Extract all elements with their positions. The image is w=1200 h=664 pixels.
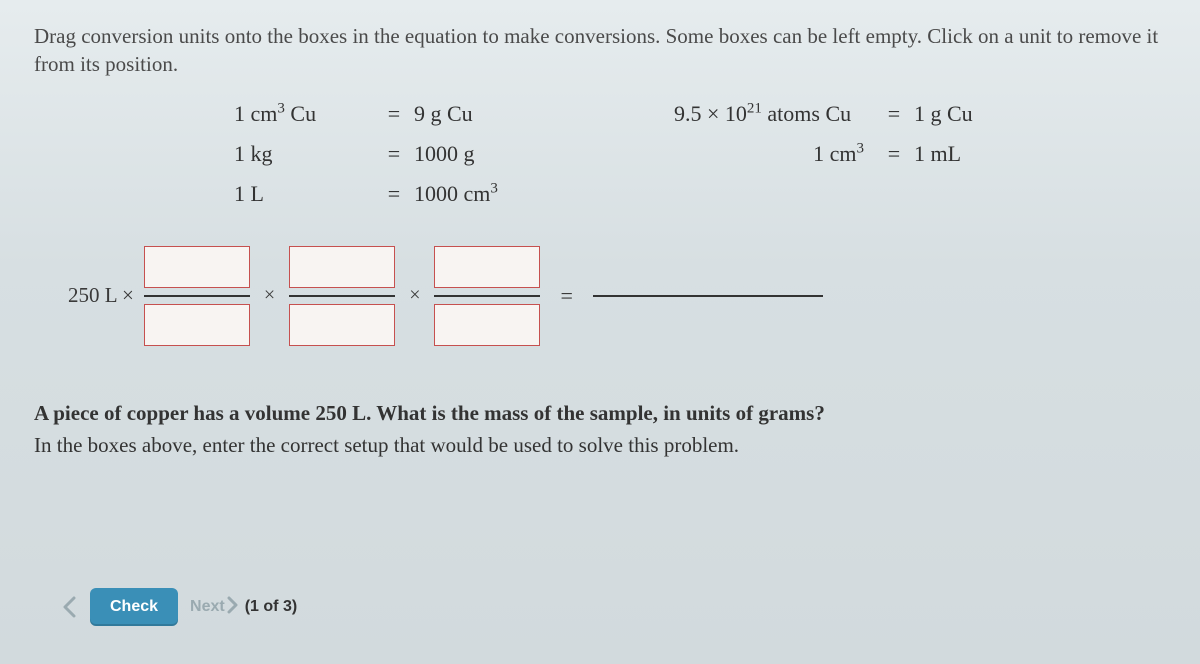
equals-sign: = <box>874 141 914 167</box>
fraction-bar <box>289 295 395 297</box>
next-label: Next <box>190 598 225 616</box>
equation-row: 250 L × × × = <box>68 241 1166 351</box>
conversion-unit[interactable]: 9 g Cu <box>414 101 564 127</box>
equals-sign: = <box>374 141 414 167</box>
multiply-sign: × <box>264 284 275 307</box>
step-counter: (1 of 3) <box>245 598 297 616</box>
equals-sign: = <box>560 283 572 309</box>
conversion-unit[interactable]: 1 kg <box>234 141 374 167</box>
prev-button[interactable] <box>56 588 82 626</box>
conversion-unit[interactable]: 1 L <box>234 181 374 207</box>
drop-target-denominator[interactable] <box>144 304 250 346</box>
question-text: A piece of copper has a volume 250 L. Wh… <box>34 397 1166 430</box>
conversion-row: 1 cm3 Cu = 9 g Cu 9.5 × 1021 atoms Cu = … <box>234 101 1166 127</box>
equals-sign: = <box>374 181 414 207</box>
check-button[interactable]: Check <box>90 588 178 626</box>
equals-sign: = <box>874 101 914 127</box>
conversion-unit[interactable]: 1 cm3 <box>674 141 874 167</box>
drop-target-numerator[interactable] <box>144 246 250 288</box>
fraction-bar <box>434 295 540 297</box>
question-prompt: A piece of copper has a volume 250 L. Wh… <box>34 397 1166 462</box>
drop-target-numerator[interactable] <box>289 246 395 288</box>
conversion-row: 1 L = 1000 cm3 <box>234 181 1166 207</box>
drop-target-denominator[interactable] <box>434 304 540 346</box>
fraction-slot-1 <box>144 241 250 351</box>
fraction-slot-3 <box>434 241 540 351</box>
conversion-unit[interactable]: 1 mL <box>914 141 961 167</box>
conversion-unit[interactable]: 1 g Cu <box>914 101 973 127</box>
nav-controls: Check Next (1 of 3) <box>56 584 301 630</box>
given-value: 250 L × <box>68 283 134 308</box>
conversion-unit[interactable]: 1000 cm3 <box>414 181 564 207</box>
equals-sign: = <box>374 101 414 127</box>
drop-target-numerator[interactable] <box>434 246 540 288</box>
chevron-right-icon <box>227 594 239 620</box>
drop-target-denominator[interactable] <box>289 304 395 346</box>
conversion-facts: 1 cm3 Cu = 9 g Cu 9.5 × 1021 atoms Cu = … <box>234 101 1166 207</box>
exercise-page: Drag conversion units onto the boxes in … <box>0 0 1200 664</box>
conversion-unit[interactable]: 1000 g <box>414 141 564 167</box>
multiply-sign: × <box>409 284 420 307</box>
conversion-unit[interactable]: 1 cm3 Cu <box>234 101 374 127</box>
conversion-unit[interactable]: 9.5 × 1021 atoms Cu <box>674 101 874 127</box>
fraction-bar <box>144 295 250 297</box>
answer-line <box>593 295 823 297</box>
instructions-text: Drag conversion units onto the boxes in … <box>34 22 1166 79</box>
fraction-slot-2 <box>289 241 395 351</box>
conversion-row: 1 kg = 1000 g 1 cm3 = 1 mL <box>234 141 1166 167</box>
next-button: Next (1 of 3) <box>186 584 301 630</box>
question-subtext: In the boxes above, enter the correct se… <box>34 429 1166 462</box>
chevron-left-icon <box>62 596 76 618</box>
